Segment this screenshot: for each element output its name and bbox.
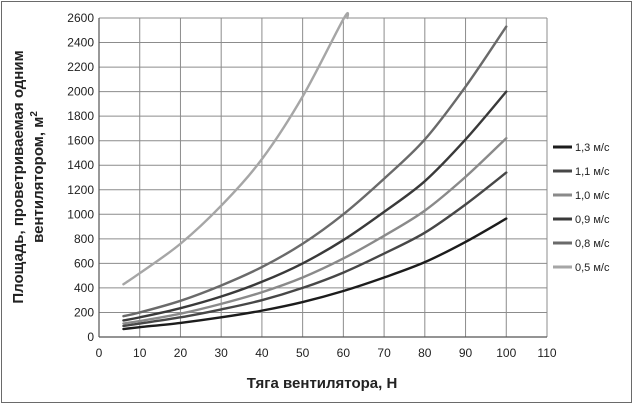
- legend-label: 1,3 м/с: [575, 142, 610, 154]
- y-tick-label: 0: [87, 330, 94, 344]
- y-tick-label: 600: [74, 256, 94, 270]
- series-line-3: [122, 137, 508, 325]
- x-tick-label: 40: [255, 346, 269, 360]
- x-tick-label: 0: [96, 346, 103, 360]
- series-line-4: [122, 90, 508, 322]
- x-tick-label: 80: [418, 346, 432, 360]
- y-tick-label: 2600: [67, 11, 94, 25]
- y-tick-label: 1600: [67, 134, 94, 148]
- x-tick-label: 10: [133, 346, 147, 360]
- y-tick-label: 1000: [67, 207, 94, 221]
- line-chart: 0 10 20 30 40 50 60 70 80 90 100 110 0 200 400 600 800 1…: [10, 11, 610, 392]
- y-tick-label: 1800: [67, 109, 94, 123]
- series-line-1: [122, 217, 508, 331]
- x-tick-label: 30: [215, 346, 229, 360]
- y-tick-label: 800: [74, 232, 94, 246]
- y-axis-title-line1: Площадь, проветриваемая одним: [10, 50, 27, 303]
- y-tick-label: 2000: [67, 85, 94, 99]
- legend-label: 1,0 м/с: [575, 190, 610, 202]
- legend-label: 1,1 м/с: [575, 166, 610, 178]
- x-tick-label: 110: [537, 346, 556, 360]
- x-tick-label: 100: [496, 346, 516, 360]
- y-tick-label: 1400: [67, 158, 94, 172]
- x-tick-label: 60: [337, 346, 351, 360]
- y-axis-title-superscript: 2: [29, 111, 40, 117]
- series-line-5: [122, 25, 508, 318]
- y-tick-label: 2200: [67, 60, 94, 74]
- series-lines: [122, 11, 508, 331]
- x-tick-label: 50: [296, 346, 310, 360]
- y-tick-label: 400: [74, 281, 94, 295]
- legend-label: 0,9 м/с: [575, 214, 610, 226]
- legend-label: 0,5 м/с: [575, 262, 610, 274]
- y-axis-title: Площадь, проветриваемая одним вентилятор…: [10, 50, 47, 303]
- x-tick-label: 20: [174, 346, 188, 360]
- y-tick-label: 2400: [67, 36, 94, 50]
- y-tick-labels: 0 200 400 600 800 1000 1200 1400 1600 1800 2000 220…: [67, 11, 94, 344]
- y-tick-label: 200: [74, 305, 94, 319]
- x-tick-label: 90: [459, 346, 473, 360]
- chart-frame: 0 10 20 30 40 50 60 70 80 90 100 110 0 200 400 600 800 1…: [1, 1, 632, 403]
- y-axis-title-line2: вентилятором, м2: [29, 111, 47, 243]
- legend-label: 0,8 м/с: [575, 238, 610, 250]
- y-axis-title-line2-text: вентилятором, м: [30, 117, 47, 243]
- legend: 1,3 м/с 1,1 м/с 1,0 м/с 0,9 м/с 0,8 м/с 0,5 м…: [553, 142, 610, 274]
- x-tick-labels: 0 10 20 30 40 50 60 70 80 90 100 110: [96, 346, 557, 360]
- x-tick-label: 70: [377, 346, 391, 360]
- series-line-6: [122, 11, 350, 286]
- series-line-2: [122, 171, 508, 328]
- grid-lines: [98, 17, 548, 338]
- y-tick-label: 1200: [67, 183, 94, 197]
- x-axis-title: Тяга вентилятора, Н: [247, 375, 398, 392]
